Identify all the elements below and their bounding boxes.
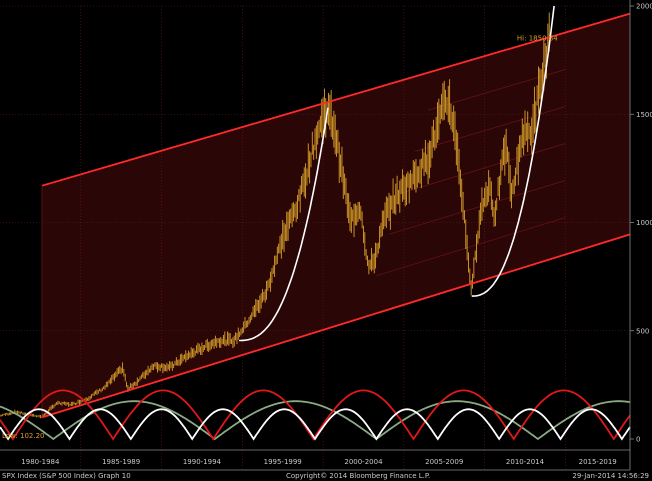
channel-lines <box>41 12 631 419</box>
x-period-label: 1990-1994 <box>183 458 222 466</box>
x-period-label: 2010-2014 <box>506 458 545 466</box>
footer: SPX Index (S&P 500 Index) Graph 10 Copyr… <box>0 471 652 481</box>
parabolic-arcs <box>239 5 555 342</box>
parabolic-arc <box>239 107 329 342</box>
x-period-label: 1980-1984 <box>21 458 60 466</box>
low-annotation: Low: 102.20 <box>2 432 44 440</box>
x-period-label: 1985-1989 <box>102 458 140 466</box>
high-annotation: Hi: 1850.84 <box>517 34 558 42</box>
cycle-curve <box>0 400 631 441</box>
channel-upper-line <box>41 12 631 187</box>
cycle-curve <box>0 389 631 441</box>
y-tick-label: 1500 <box>636 111 652 119</box>
cycle-curves <box>0 389 631 441</box>
y-tick-label: 500 <box>636 327 649 335</box>
parabolic-arc <box>471 5 555 297</box>
y-tick-label: 1000 <box>636 219 652 227</box>
footer-copyright: Copyright© 2014 Bloomberg Finance L.P. <box>286 472 431 480</box>
grid <box>0 5 630 470</box>
x-period-label: 2000-2004 <box>344 458 383 466</box>
internal-line <box>402 143 566 194</box>
x-period-label: 2005-2009 <box>425 458 463 466</box>
y-tick-label: 2000 <box>636 3 652 11</box>
channel-lower-line <box>41 233 631 419</box>
x-period-label: 1995-1999 <box>264 458 302 466</box>
internal-line <box>376 217 566 277</box>
x-axis: 1980-1984 1985-1989 1990-1994 1995-1999 2000… <box>0 449 630 471</box>
x-period-label: 2015-2019 <box>579 458 617 466</box>
price-series <box>0 12 550 419</box>
cycle-curve <box>0 408 631 441</box>
footer-security: SPX Index (S&P 500 Index) Graph 10 <box>2 472 131 480</box>
y-tick-label: 0 <box>636 436 640 444</box>
footer-timestamp: 29-Jan-2014 14:56:29 <box>572 472 649 480</box>
y-axis: 0 500 1000 1500 2000 <box>629 0 652 470</box>
internal-line <box>389 180 566 235</box>
channel-internal-lines <box>376 69 566 277</box>
